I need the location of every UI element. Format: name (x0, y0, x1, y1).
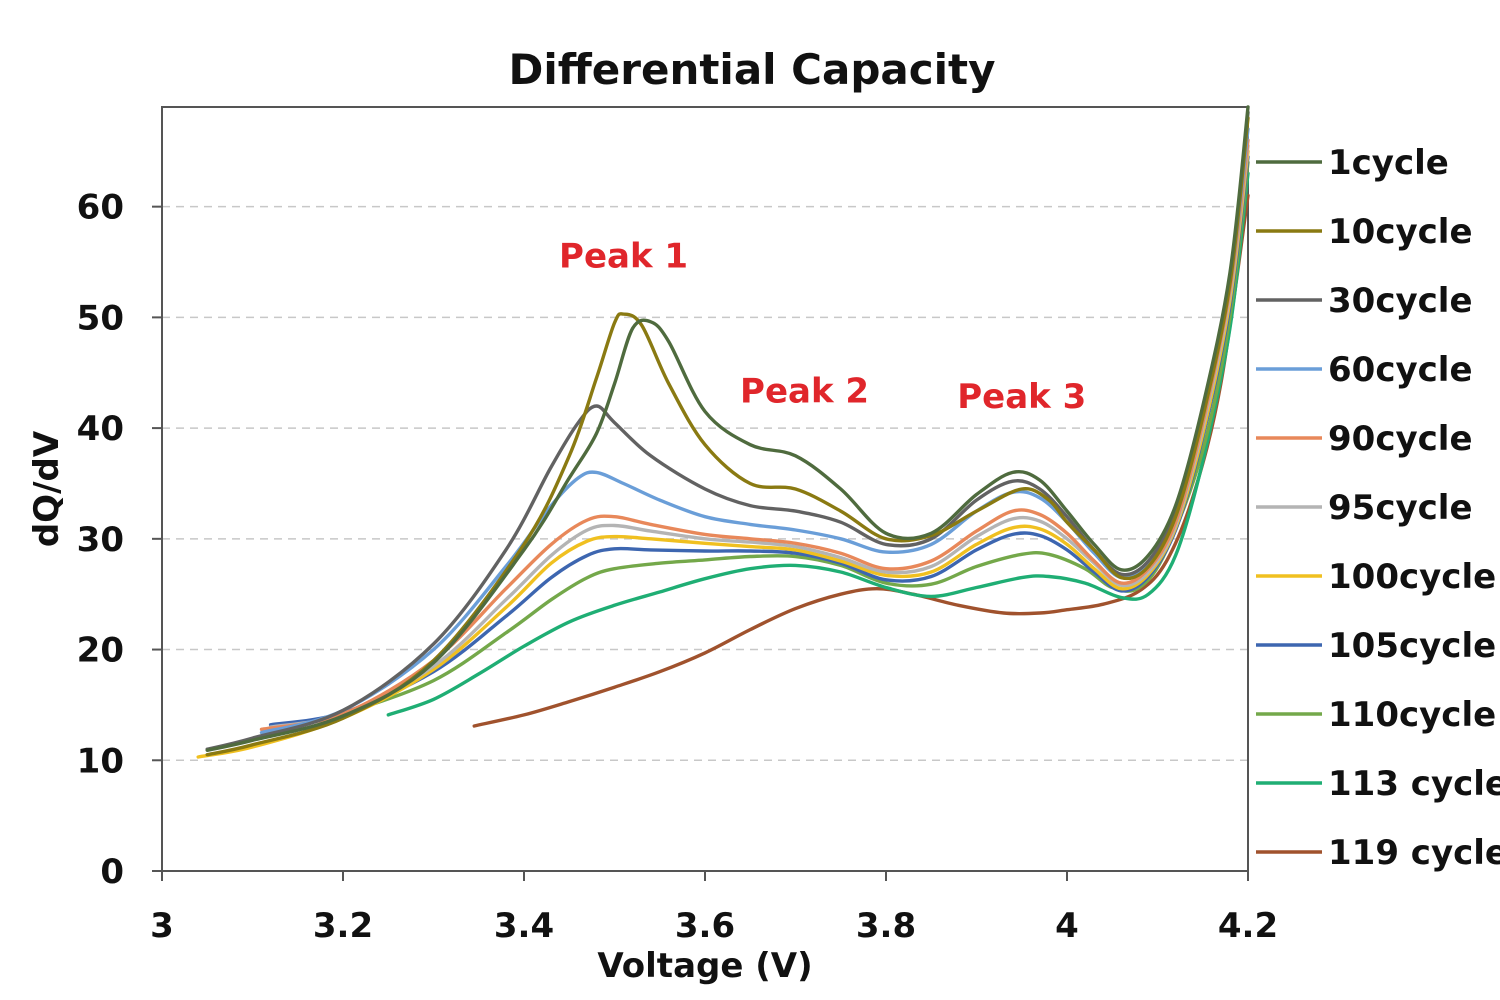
legend-label-95cycle: 95cycle (1328, 488, 1473, 528)
peak-annotation: Peak 3 (957, 377, 1086, 417)
series-line-30cycle (205, 110, 1250, 751)
series-line-90cycle (259, 138, 1250, 731)
series-line-119cycle (472, 193, 1250, 728)
series-line-100cycle (196, 149, 1250, 759)
legend-label-119cycle: 119 cycle (1328, 833, 1500, 873)
legend-label-100cycle: 100cycle (1328, 557, 1496, 597)
x-axis-label: Voltage (V) (597, 946, 812, 986)
legend-label-30cycle: 30cycle (1328, 281, 1473, 321)
x-tick-label: 4 (1055, 906, 1079, 946)
x-tick-label: 3 (150, 906, 174, 946)
x-tick-label: 3.6 (675, 906, 735, 946)
legend: 1cycle 10cycle 30cycle 60cycle 90cycle 95cycl… (1256, 143, 1500, 873)
y-tick-label: 0 (100, 852, 124, 892)
series-line-10cycle (205, 116, 1250, 757)
peak-annotation: Peak 2 (740, 372, 869, 412)
series-line-105cycle (268, 155, 1250, 727)
y-tick-label: 20 (77, 631, 124, 671)
series-line-1cycle (205, 105, 1250, 752)
series-line-95cycle (268, 144, 1250, 729)
legend-label-110cycle: 110cycle (1328, 695, 1496, 735)
x-tick-label: 3.2 (313, 906, 373, 946)
x-tick-label: 3.4 (494, 906, 554, 946)
grid-lines (162, 205, 1248, 762)
legend-label-105cycle: 105cycle (1328, 626, 1496, 666)
legend-label-10cycle: 10cycle (1328, 212, 1473, 252)
y-tick-label: 10 (77, 741, 124, 781)
legend-label-113cycle: 113 cycle (1328, 764, 1500, 804)
series-lines (196, 105, 1250, 759)
y-axis-label: dQ/dV (27, 430, 67, 547)
y-tick-label: 50 (77, 298, 124, 338)
axes: 0 10 20 30 40 50 60 3 3.2 3.4 3.6 3.8 4 4.2 (77, 188, 1278, 946)
series-line-113cycle (386, 171, 1250, 717)
legend-label-60cycle: 60cycle (1328, 350, 1473, 390)
chart-title: Differential Capacity (508, 45, 995, 94)
y-tick-label: 40 (77, 409, 124, 449)
x-tick-label: 3.8 (856, 906, 916, 946)
y-tick-label: 30 (77, 520, 124, 560)
series-line-60cycle (259, 127, 1250, 735)
y-tick-label: 60 (77, 188, 124, 228)
peak-annotation: Peak 1 (559, 237, 688, 277)
legend-label-1cycle: 1cycle (1328, 143, 1449, 183)
peak-annotations: Peak 1 Peak 2 Peak 3 (559, 237, 1086, 418)
legend-label-90cycle: 90cycle (1328, 419, 1473, 459)
x-tick-label: 4.2 (1218, 906, 1278, 946)
